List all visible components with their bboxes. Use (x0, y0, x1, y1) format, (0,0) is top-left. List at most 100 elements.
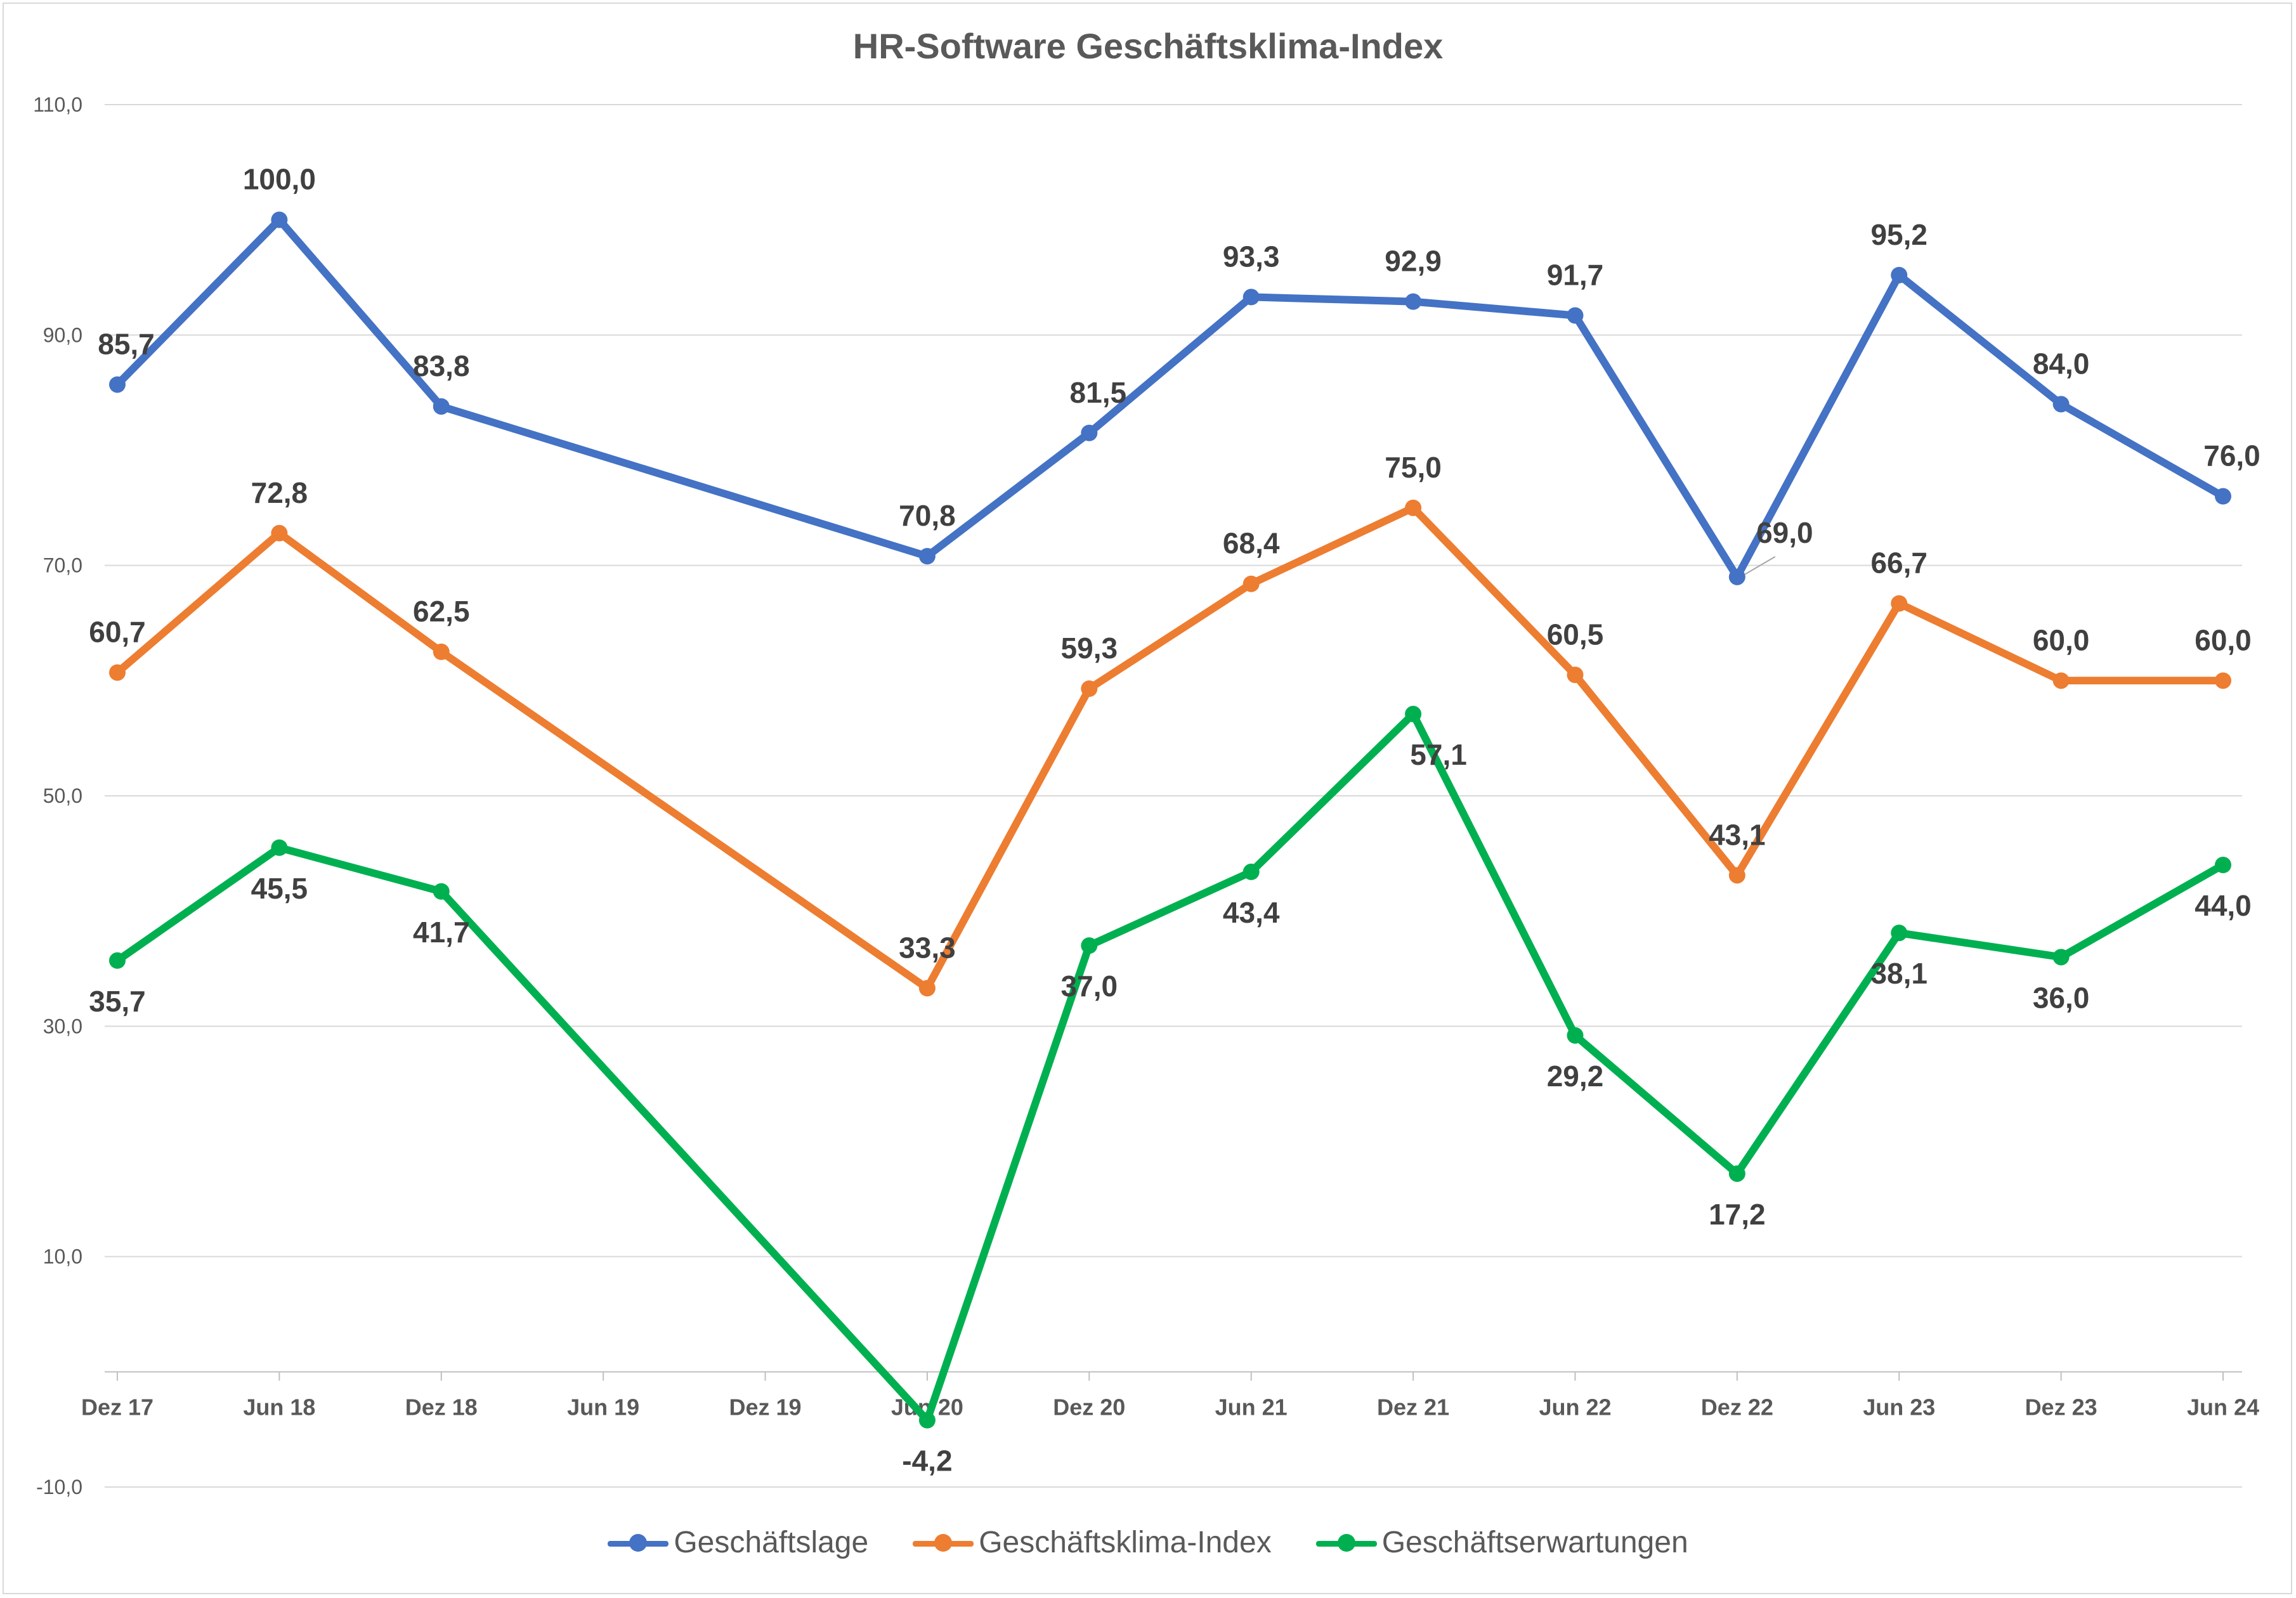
data-label: 70,8 (899, 499, 956, 532)
data-label: 60,5 (1547, 618, 1604, 651)
data-point-marker[interactable] (2215, 672, 2231, 689)
y-tick-label: 50,0 (43, 784, 82, 807)
x-tick-label: Jun 23 (1863, 1394, 1935, 1420)
data-point-marker[interactable] (2052, 396, 2070, 413)
data-point-marker[interactable] (1567, 1027, 1584, 1044)
data-label: 57,1 (1410, 738, 1467, 771)
data-label: 36,0 (2033, 981, 2090, 1014)
data-point-marker[interactable] (1243, 863, 1260, 880)
data-label: 81,5 (1070, 376, 1127, 409)
legend-swatch-green (1315, 1530, 1377, 1556)
data-point-marker[interactable] (1405, 293, 1422, 310)
legend: Geschäftslage Geschäftsklima-Index Gesch… (0, 1525, 2296, 1560)
data-point-marker[interactable] (271, 839, 288, 856)
data-point-marker[interactable] (433, 883, 450, 900)
data-point-marker[interactable] (1405, 706, 1422, 723)
x-tick-label: Dez 23 (2025, 1394, 2097, 1420)
data-label: 17,2 (1709, 1198, 1766, 1231)
series-geschaeftslage (109, 211, 2231, 585)
y-tick-label: 110,0 (33, 93, 82, 116)
y-tick-label: -10,0 (36, 1476, 82, 1498)
data-point-marker[interactable] (1891, 595, 1908, 612)
data-label: 66,7 (1870, 547, 1927, 580)
data-label: 68,4 (1223, 527, 1280, 560)
data-label: 84,0 (2033, 347, 2090, 380)
data-point-marker[interactable] (1567, 307, 1584, 324)
data-point-marker[interactable] (1243, 289, 1260, 306)
y-tick-label: 10,0 (43, 1245, 82, 1268)
data-point-marker[interactable] (1081, 680, 1098, 698)
data-labels: 85,7 100,0 83,8 70,8 81,5 93,3 92,9 91,7 69,0 95,… (89, 163, 2260, 1478)
legend-item-geschaeftserwartungen[interactable]: Geschäftserwartungen (1315, 1525, 1688, 1560)
data-point-marker[interactable] (1891, 266, 1908, 283)
y-tick-label: 90,0 (43, 323, 82, 346)
data-point-marker[interactable] (2215, 857, 2231, 873)
x-tick-label: Dez 19 (729, 1394, 801, 1420)
data-label: 83,8 (413, 349, 470, 382)
series-lines (109, 211, 2231, 1429)
data-point-marker[interactable] (918, 1412, 936, 1429)
series-line (114, 503, 2227, 992)
data-label: 60,0 (2033, 623, 2090, 656)
data-label: 29,2 (1547, 1060, 1604, 1093)
data-label: 33,3 (899, 931, 956, 964)
data-label: 60,7 (89, 616, 146, 649)
data-point-marker[interactable] (1728, 1165, 1745, 1182)
data-label: 45,5 (251, 872, 308, 905)
y-tick-label: 70,0 (43, 554, 82, 577)
x-tick-label: Dez 22 (1701, 1394, 1773, 1420)
data-point-marker[interactable] (918, 980, 936, 997)
data-point-marker[interactable] (1728, 867, 1745, 884)
x-tick-label: Jun 19 (567, 1394, 639, 1420)
series-line (114, 216, 2227, 581)
data-label: 62,5 (413, 595, 470, 628)
x-tick-label: Jun 18 (243, 1394, 315, 1420)
data-label: 91,7 (1547, 258, 1604, 291)
data-point-marker[interactable] (271, 524, 288, 542)
data-label: 69,0 (1756, 516, 1813, 549)
legend-label: Geschäftslage (674, 1526, 869, 1559)
data-point-marker[interactable] (109, 952, 126, 969)
x-tick-label: Jun 24 (2187, 1394, 2259, 1420)
data-label: 37,0 (1061, 970, 1118, 1003)
legend-item-geschaeftsklima-index[interactable]: Geschäftsklima-Index (913, 1525, 1272, 1560)
data-label: 59,3 (1061, 632, 1118, 665)
data-point-marker[interactable] (1081, 937, 1098, 954)
data-point-marker[interactable] (109, 664, 126, 681)
data-point-marker[interactable] (109, 376, 126, 393)
data-point-marker[interactable] (2052, 949, 2070, 966)
data-point-marker[interactable] (271, 211, 288, 228)
data-label: -4,2 (902, 1445, 952, 1478)
data-point-marker[interactable] (1728, 568, 1745, 585)
series-geschaeftserwartungen (109, 706, 2231, 1429)
x-tick-label: Jun 22 (1539, 1394, 1611, 1420)
data-label: 35,7 (89, 985, 146, 1018)
data-label: 92,9 (1385, 245, 1442, 278)
data-point-marker[interactable] (1567, 666, 1584, 684)
data-point-marker[interactable] (2052, 672, 2070, 689)
gridlines (105, 104, 2242, 1488)
data-label: 75,0 (1385, 451, 1442, 484)
data-point-marker[interactable] (918, 548, 936, 565)
legend-label: Geschäftsklima-Index (979, 1526, 1272, 1559)
x-tick-label: Dez 20 (1053, 1394, 1125, 1420)
data-point-marker[interactable] (1405, 499, 1422, 516)
data-point-marker[interactable] (433, 398, 450, 415)
data-label: 95,2 (1870, 218, 1927, 251)
data-label: 44,0 (2195, 889, 2252, 922)
data-point-marker[interactable] (1891, 925, 1908, 942)
chart-area (3, 3, 2292, 1594)
data-label: 72,8 (251, 476, 308, 509)
data-point-marker[interactable] (433, 643, 450, 660)
data-point-marker[interactable] (2215, 488, 2231, 505)
data-point-marker[interactable] (1243, 575, 1260, 592)
data-label: 76,0 (2203, 439, 2260, 472)
x-tick-label: Jun 21 (1215, 1394, 1288, 1420)
chart-title: HR-Software Geschäftsklima-Index (852, 26, 1444, 66)
legend-label: Geschäftserwartungen (1381, 1526, 1688, 1559)
data-point-marker[interactable] (1081, 424, 1098, 441)
x-tick-label: Dez 17 (81, 1394, 153, 1420)
data-label: 100,0 (243, 163, 316, 196)
legend-item-geschaeftslage[interactable]: Geschäftslage (608, 1525, 868, 1560)
